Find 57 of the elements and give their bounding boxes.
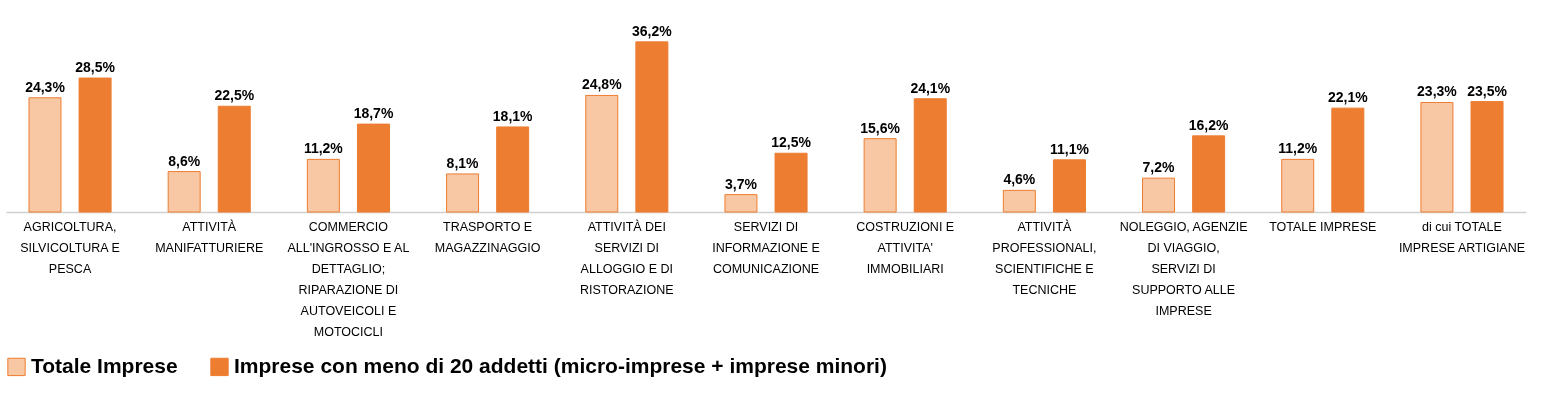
bar <box>1142 177 1176 213</box>
data-label: 8,6% <box>168 152 201 169</box>
bar <box>1192 135 1226 213</box>
bar <box>306 158 340 213</box>
x-tick-label: TRASPORTO E MAGAZZINAGGIO <box>434 219 541 255</box>
data-label: 11,1% <box>1049 140 1090 157</box>
bar <box>1281 158 1315 213</box>
bar <box>913 98 947 213</box>
data-label: 22,5% <box>214 87 255 104</box>
data-label: 24,8% <box>581 76 623 93</box>
data-label: 7,2% <box>1142 159 1176 176</box>
bar <box>446 173 480 213</box>
data-label: 24,1% <box>910 79 951 96</box>
bar <box>863 138 897 213</box>
x-tick-label: di cui TOTALE IMPRESE ARTIGIANE <box>1398 219 1526 255</box>
bar <box>585 94 619 213</box>
bar <box>1331 107 1365 213</box>
data-label: 23,3% <box>1417 83 1458 100</box>
data-label: 15,6% <box>860 119 901 136</box>
data-label: 4,6% <box>1003 171 1036 188</box>
data-label: 8,1% <box>446 154 480 171</box>
bar <box>78 77 112 213</box>
x-tick-label: ATTIVITÀ PROFESSIONALI, SCIENTIFICHE E TECNICHE <box>992 218 1097 297</box>
bar <box>167 171 201 213</box>
x-tick-label: COMMERCIO ALL'INGROSSO E AL DETTAGLIO; RIPARAZIONE DI AUTOVEICOLI E MOTOCICLI <box>287 219 410 339</box>
data-label: 28,5% <box>75 59 116 76</box>
data-label: 11,2% <box>303 140 344 157</box>
bar <box>1002 189 1036 213</box>
bar <box>635 41 669 213</box>
data-label: 24,3% <box>25 78 66 95</box>
x-tick-label: ATTIVITÀ DEI SERVIZI DI ALLOGGIO E DI RISTORAZIONE <box>580 218 674 297</box>
x-tick-label: COSTRUZIONI E ATTIVITA' IMMOBILIARI <box>856 219 955 276</box>
bar <box>724 194 758 213</box>
bar <box>1052 159 1086 213</box>
x-tick-label: AGRICOLTURA, SILVICOLTURA E PESCA <box>20 219 120 276</box>
x-tick-label: TOTALE IMPRESE <box>1269 219 1377 234</box>
data-label: 12,5% <box>771 134 812 151</box>
data-label: 3,7% <box>724 175 758 192</box>
bar <box>774 152 808 213</box>
data-label: 22,1% <box>1327 89 1369 106</box>
bar <box>28 97 62 213</box>
x-tick-label: NOLEGGIO, AGENZIE DI VIAGGIO, SERVIZI DI SUPPORTO ALLE IMPRESE <box>1119 219 1248 318</box>
legend-label: Imprese con meno di 20 addetti (micro-imprese + imprese minori) <box>234 353 887 377</box>
bar <box>1420 101 1454 213</box>
data-label: 11,2% <box>1278 140 1318 157</box>
bar <box>356 123 390 213</box>
legend-label: Totale Imprese <box>31 353 178 377</box>
bar <box>217 105 251 213</box>
bar <box>1470 101 1504 213</box>
bar <box>496 126 530 213</box>
data-label: 18,7% <box>353 105 394 122</box>
x-tick-label: SERVIZI DI INFORMAZIONE E COMUNICAZIONE <box>712 219 820 276</box>
data-label: 16,2% <box>1188 116 1230 133</box>
data-label: 18,1% <box>492 107 534 124</box>
data-label: 23,5% <box>1467 82 1508 99</box>
data-label: 36,2% <box>632 22 673 39</box>
x-tick-label: ATTIVITÀ MANIFATTURIERE <box>155 218 264 255</box>
